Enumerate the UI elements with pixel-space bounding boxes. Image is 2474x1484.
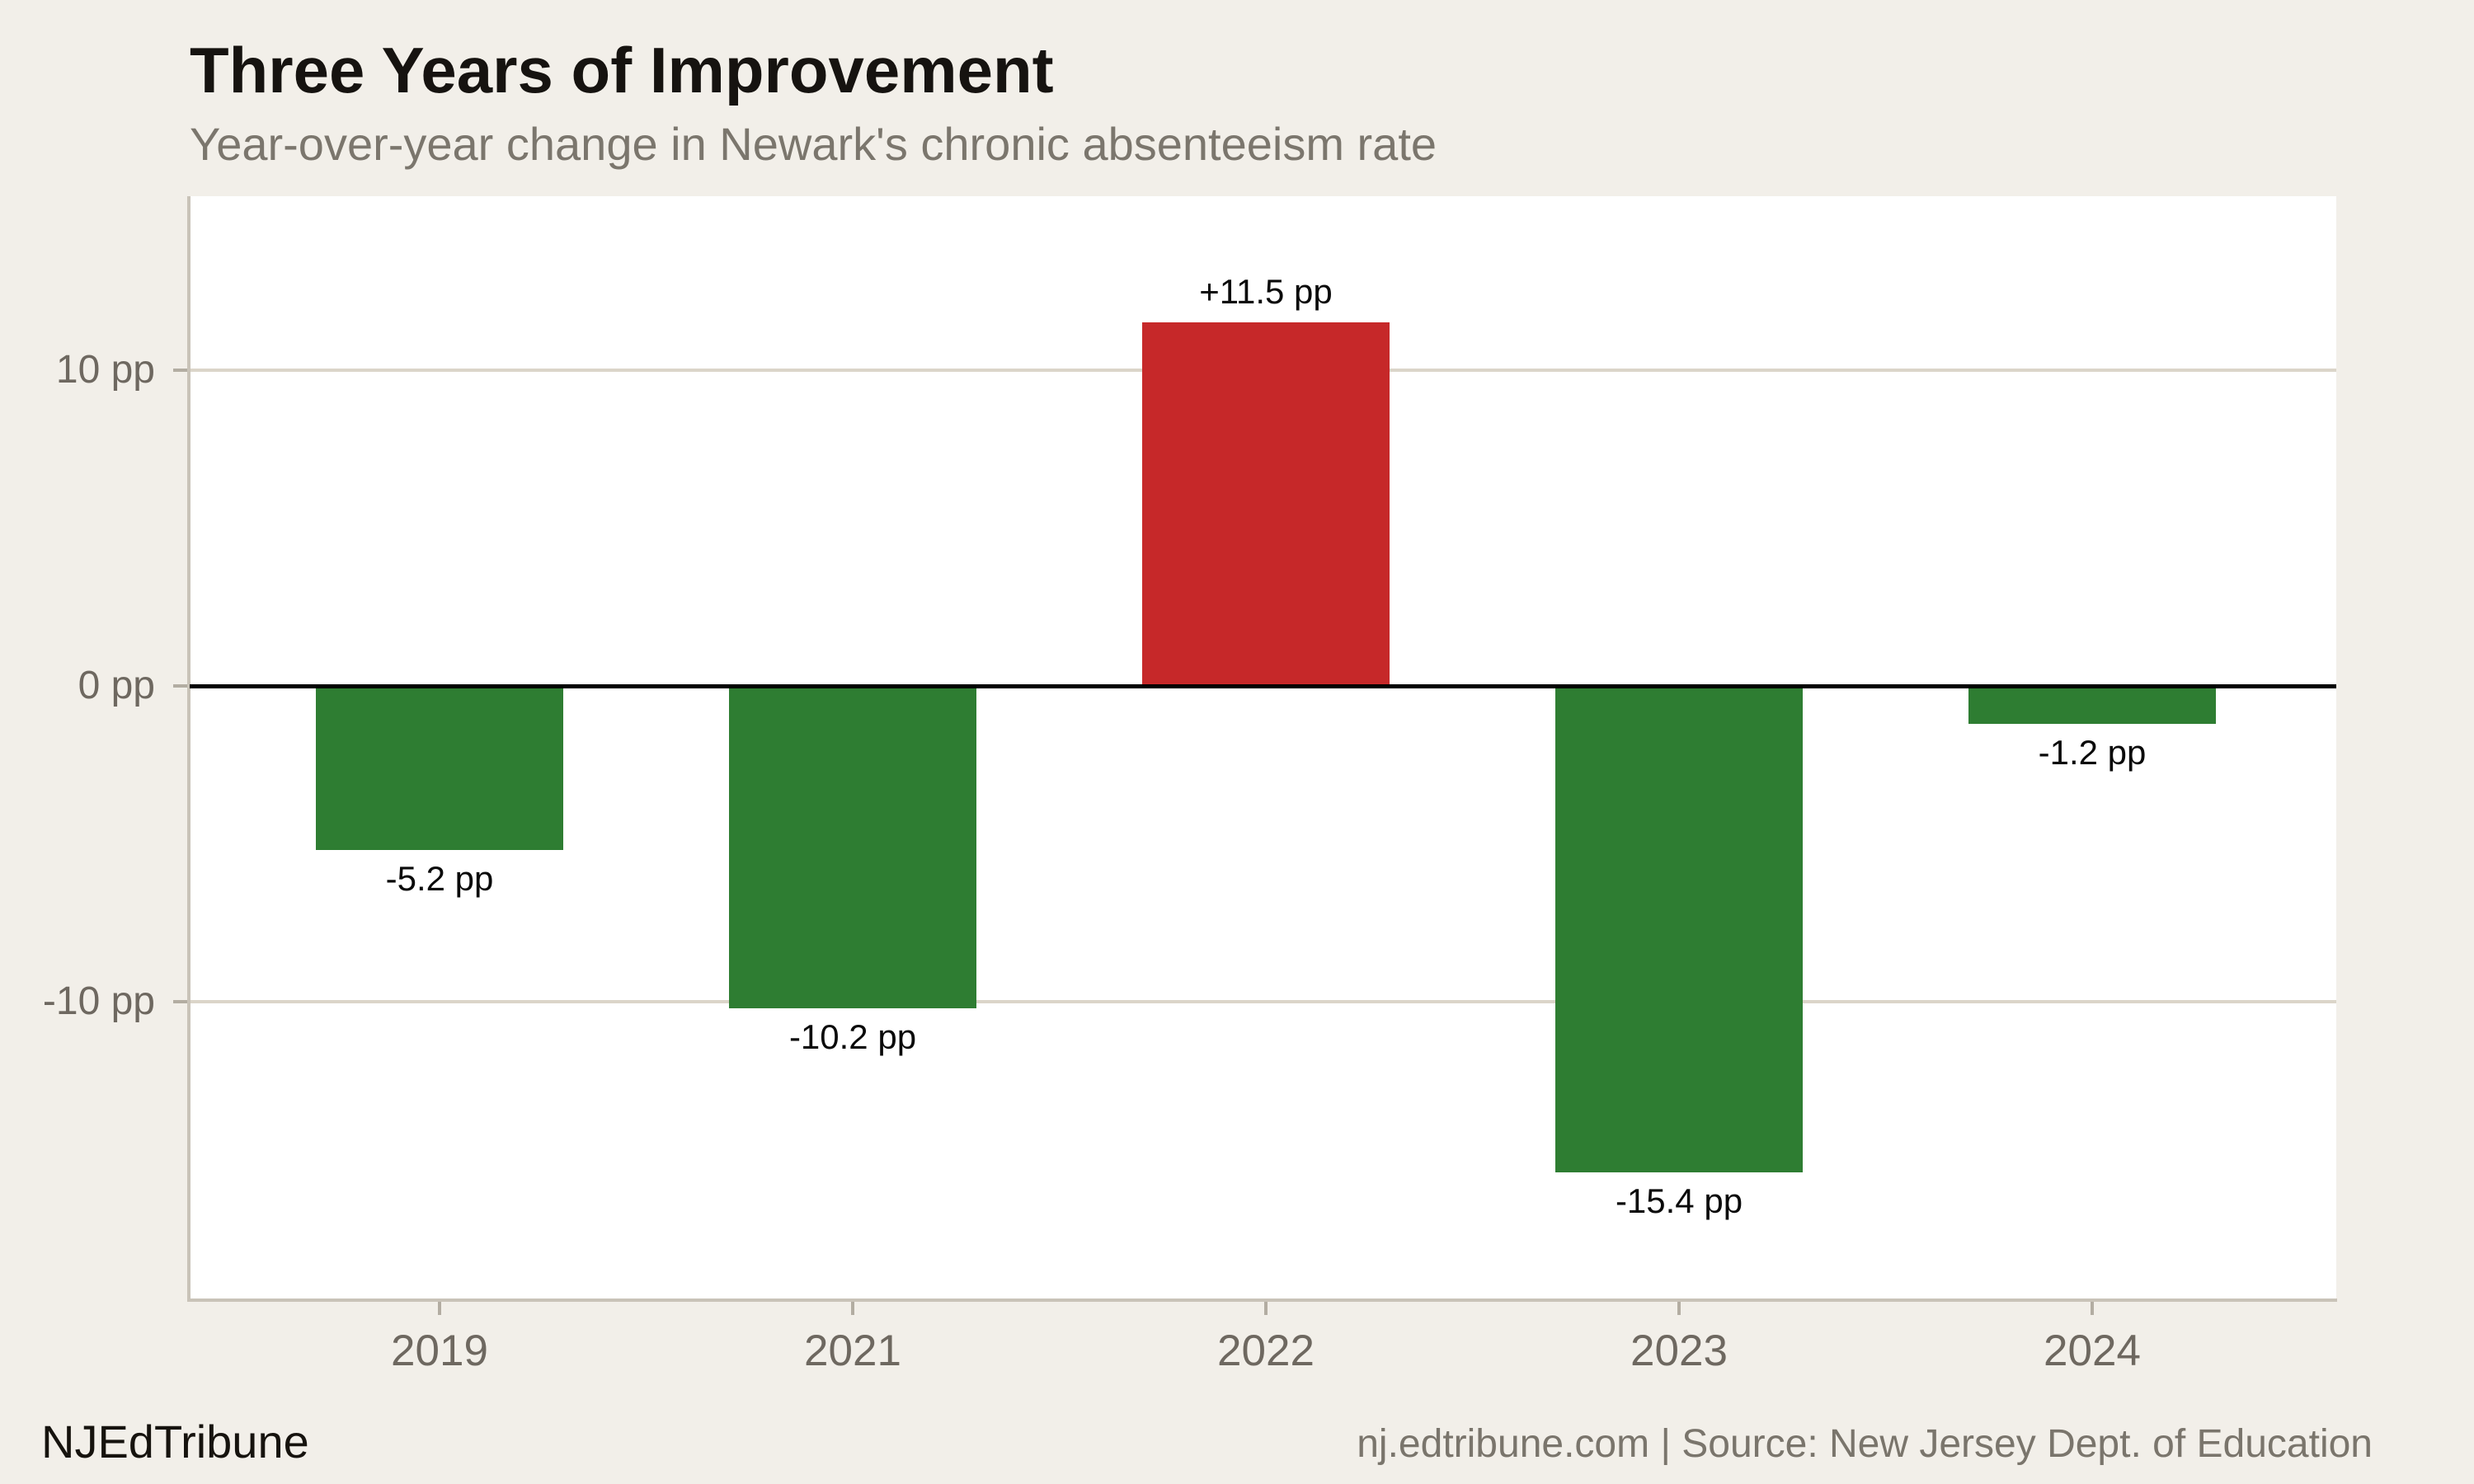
x-tick-label: 2022 [1217, 1327, 1315, 1375]
zero-line [190, 684, 2336, 688]
y-tick [173, 1000, 187, 1003]
x-tick-label: 2021 [804, 1327, 901, 1375]
x-tick-label: 2019 [391, 1327, 488, 1375]
x-tick [2091, 1302, 2094, 1315]
bar-2022 [1142, 322, 1390, 686]
y-tick-label: 0 pp [78, 664, 155, 707]
y-axis-line [187, 196, 190, 1302]
plot-area: -5.2 pp -10.2 pp +11.5 pp -15.4 pp -1.2 pp [190, 196, 2336, 1298]
footer-brand: NJEdTribune [41, 1416, 309, 1468]
y-tick [173, 369, 187, 372]
bar-value-label: -10.2 pp [788, 1017, 917, 1056]
bar-value-label: -15.4 pp [1615, 1181, 1743, 1220]
bar-value-label: -5.2 pp [385, 859, 494, 898]
chart-subtitle: Year-over-year change in Newark's chroni… [190, 118, 1437, 170]
bar-2019 [316, 686, 563, 850]
x-tick [851, 1302, 854, 1315]
bar-value-label: +11.5 pp [1199, 272, 1333, 311]
y-tick-label: 10 pp [55, 348, 155, 392]
x-tick [1677, 1302, 1681, 1315]
bar-2024 [1968, 686, 2216, 724]
x-tick-label: 2024 [2044, 1327, 2141, 1375]
y-tick [173, 684, 187, 688]
x-tick [438, 1302, 441, 1315]
x-tick-label: 2023 [1630, 1327, 1728, 1375]
bar-value-label: -1.2 pp [2038, 733, 2147, 772]
bar-2021 [729, 686, 976, 1008]
bar-2023 [1555, 686, 1803, 1172]
gridline [190, 1000, 2336, 1003]
footer-attribution: nj.edtribune.com | Source: New Jersey De… [1357, 1422, 2373, 1466]
y-tick-label: -10 pp [42, 979, 155, 1023]
chart-title: Three Years of Improvement [190, 34, 1054, 106]
x-tick [1264, 1302, 1268, 1315]
x-axis-line [187, 1298, 2337, 1302]
